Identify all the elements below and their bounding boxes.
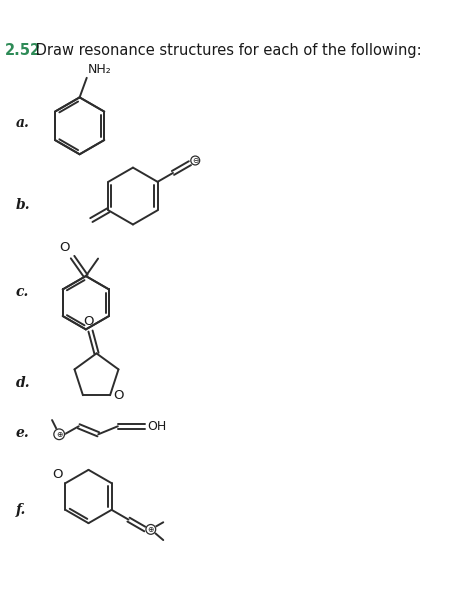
Circle shape — [54, 429, 64, 439]
Text: b.: b. — [16, 198, 30, 212]
Text: Draw resonance structures for each of the following:: Draw resonance structures for each of th… — [31, 43, 421, 58]
Circle shape — [146, 525, 155, 534]
Text: O: O — [113, 389, 123, 401]
Text: O: O — [52, 468, 63, 481]
Text: NH₂: NH₂ — [88, 63, 111, 76]
Circle shape — [191, 156, 200, 165]
Text: ⊕: ⊕ — [56, 430, 63, 439]
Text: O: O — [59, 242, 70, 254]
Text: ⊖: ⊖ — [192, 156, 199, 165]
Text: e.: e. — [16, 426, 29, 439]
Text: 2.52: 2.52 — [5, 43, 41, 58]
Text: c.: c. — [16, 285, 29, 299]
Text: a.: a. — [16, 116, 29, 130]
Text: O: O — [83, 316, 94, 328]
Text: OH: OH — [147, 419, 166, 433]
Text: d.: d. — [16, 376, 30, 389]
Text: f.: f. — [16, 503, 26, 517]
Text: ⊕: ⊕ — [147, 525, 154, 534]
